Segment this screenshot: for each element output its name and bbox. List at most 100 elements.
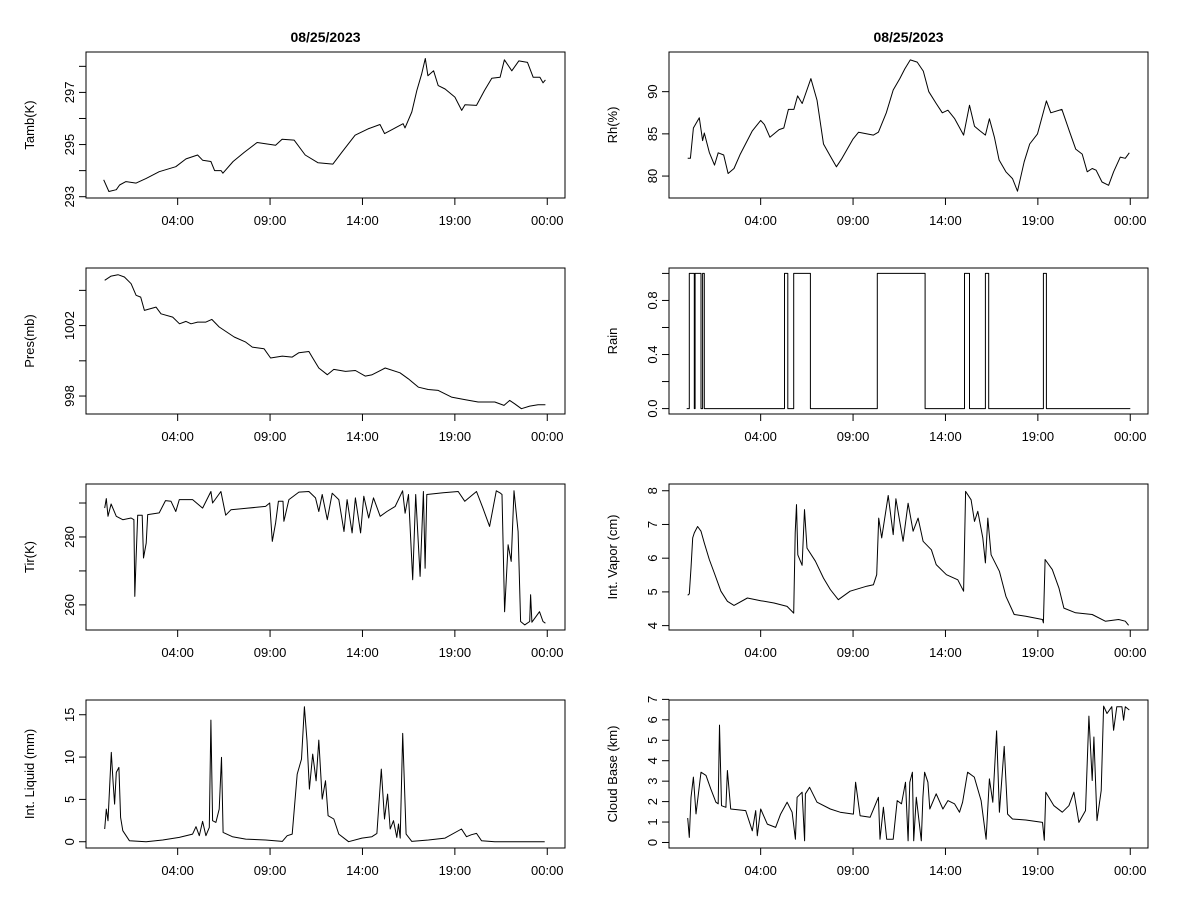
rain-plot-frame [668, 267, 1149, 415]
vapor-x-tick-label: 14:00 [929, 645, 962, 660]
rh-y-tick-label: 80 [645, 169, 660, 183]
vapor-y-tick-label: 7 [645, 521, 660, 528]
cloud-base-series-line [687, 705, 1130, 842]
tamb-y-tick-label: 295 [62, 134, 77, 156]
liquid-y-axis-label: Int. Liquid (mm) [22, 729, 37, 819]
vapor-y-tick-label: 5 [645, 588, 660, 595]
tamb-plot-frame [85, 51, 566, 199]
vapor-x-tick-label: 19:00 [1022, 645, 1055, 660]
liquid-y-tick-label: 15 [62, 707, 77, 721]
rh-series-line [687, 59, 1130, 192]
tir-series-line [104, 490, 546, 626]
vapor-x-tick-label: 04:00 [744, 645, 777, 660]
cloud-base-x-tick-label: 14:00 [929, 863, 962, 878]
pres-y-axis-label: Pres(mb) [22, 314, 37, 367]
pres-x-tick-label: 19:00 [439, 429, 472, 444]
tir-x-tick-label: 19:00 [439, 645, 472, 660]
rain-series-line [686, 272, 1131, 410]
tamb-series-line [103, 58, 546, 192]
pres-x-tick-label: 09:00 [254, 429, 287, 444]
vapor-x-tick-label: 09:00 [837, 645, 870, 660]
rain-y-axis-label: Rain [605, 328, 620, 355]
rh-x-tick-label: 00:00 [1114, 213, 1147, 228]
rain-y-tick-label: 0.0 [645, 400, 660, 418]
rh-y-axis-label: Rh(%) [605, 107, 620, 144]
tir-x-tick-label: 14:00 [346, 645, 379, 660]
tamb-y-axis-label: Tamb(K) [22, 100, 37, 149]
pres-panel: 04:00 09:00 14:00 19:00 00:00 998 1002 Pres(mb) [22, 267, 566, 444]
tir-y-axis-label: Tir(K) [22, 541, 37, 573]
liquid-y-tick-label: 5 [62, 796, 77, 803]
cloud-base-y-tick-label: 5 [645, 737, 660, 744]
tamb-x-tick-label: 09:00 [254, 213, 287, 228]
liquid-plot-frame [85, 699, 566, 849]
rain-x-tick-label: 09:00 [837, 429, 870, 444]
tamb-title: 08/25/2023 [290, 29, 360, 45]
cloud-base-x-tick-label: 09:00 [837, 863, 870, 878]
liquid-x-tick-label: 19:00 [439, 863, 472, 878]
vapor-x-tick-label: 00:00 [1114, 645, 1147, 660]
pres-y-tick-label: 1002 [62, 311, 77, 340]
tir-y-tick-label: 280 [62, 526, 77, 548]
tir-x-tick-label: 09:00 [254, 645, 287, 660]
cloud-base-y-tick-label: 6 [645, 716, 660, 723]
tir-panel: 04:00 09:00 14:00 19:00 00:00 260 280 Tir(K) [22, 483, 566, 660]
rh-x-tick-label: 04:00 [744, 213, 777, 228]
cloud-base-x-tick-label: 04:00 [744, 863, 777, 878]
pres-x-tick-label: 00:00 [531, 429, 564, 444]
cloud-base-y-tick-label: 3 [645, 778, 660, 785]
rain-y-tick-label: 0.4 [645, 345, 660, 363]
rh-x-tick-label: 14:00 [929, 213, 962, 228]
vapor-y-tick-label: 4 [645, 622, 660, 629]
rh-plot-frame [668, 51, 1149, 199]
tir-x-tick-label: 00:00 [531, 645, 564, 660]
cloud-base-y-tick-label: 0 [645, 839, 660, 846]
tamb-y-tick-label: 297 [62, 82, 77, 104]
liquid-x-tick-label: 00:00 [531, 863, 564, 878]
tamb-panel: 08/25/2023 04:00 09:00 14:00 19:00 00:00 293 29… [22, 29, 566, 228]
cloud-base-y-axis-label: Cloud Base (km) [605, 726, 620, 823]
tir-y-tick-label: 260 [62, 594, 77, 616]
rh-y-tick-label: 85 [645, 127, 660, 141]
vapor-y-tick-label: 8 [645, 487, 660, 494]
rh-y-tick-label: 90 [645, 84, 660, 98]
tamb-x-tick-label: 00:00 [531, 213, 564, 228]
cloud-base-x-tick-label: 19:00 [1022, 863, 1055, 878]
vapor-y-axis-label: Int. Vapor (cm) [605, 514, 620, 599]
rain-panel: 04:00 09:00 14:00 19:00 00:00 0.0 0.4 0.8 Rain [605, 267, 1149, 444]
cloud-base-y-tick-label: 4 [645, 757, 660, 764]
tamb-y-tick-label: 293 [62, 186, 77, 208]
pres-series-line [104, 274, 546, 410]
rain-y-tick-label: 0.8 [645, 291, 660, 309]
rh-x-tick-label: 19:00 [1022, 213, 1055, 228]
liquid-y-tick-label: 10 [62, 750, 77, 764]
tamb-x-tick-label: 04:00 [161, 213, 194, 228]
tir-x-tick-label: 04:00 [161, 645, 194, 660]
pres-plot-frame [85, 267, 566, 415]
pres-x-tick-label: 14:00 [346, 429, 379, 444]
pres-y-tick-label: 998 [62, 385, 77, 407]
liquid-panel: 04:00 09:00 14:00 19:00 00:00 0 5 10 15 Int. Liqu… [22, 699, 566, 878]
cloud-base-panel: 04:00 09:00 14:00 19:00 00:00 0 1 2 3 4 5 6 7 Cloud B… [605, 696, 1149, 878]
liquid-y-tick-label: 0 [62, 838, 77, 845]
rain-x-tick-label: 19:00 [1022, 429, 1055, 444]
liquid-x-tick-label: 14:00 [346, 863, 379, 878]
rain-x-tick-label: 04:00 [744, 429, 777, 444]
liquid-series-line [104, 706, 545, 843]
tamb-x-tick-label: 19:00 [439, 213, 472, 228]
rain-x-tick-label: 00:00 [1114, 429, 1147, 444]
cloud-base-y-tick-label: 2 [645, 798, 660, 805]
rain-x-tick-label: 14:00 [929, 429, 962, 444]
vapor-panel: 04:00 09:00 14:00 19:00 00:00 4 5 6 7 8 Int. Vapor… [605, 483, 1149, 660]
cloud-base-x-tick-label: 00:00 [1114, 863, 1147, 878]
rh-x-tick-label: 09:00 [837, 213, 870, 228]
liquid-x-tick-label: 09:00 [254, 863, 287, 878]
vapor-y-tick-label: 6 [645, 555, 660, 562]
pres-x-tick-label: 04:00 [161, 429, 194, 444]
liquid-x-tick-label: 04:00 [161, 863, 194, 878]
cloud-base-y-tick-label: 7 [645, 696, 660, 703]
rh-panel: 08/25/2023 04:00 09:00 14:00 19:00 00:00 80 85 9… [605, 29, 1149, 228]
vapor-series-line [687, 490, 1129, 626]
cloud-base-y-tick-label: 1 [645, 818, 660, 825]
